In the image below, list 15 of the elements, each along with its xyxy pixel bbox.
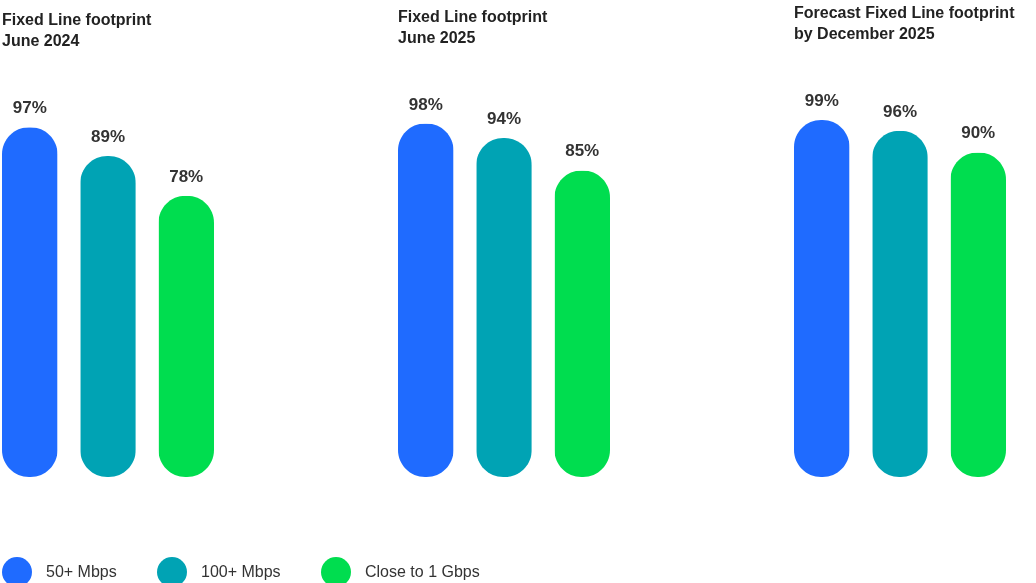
legend-label: 100+ Mbps — [201, 563, 281, 580]
data-label: 90% — [961, 123, 996, 143]
data-label: 78% — [169, 166, 204, 186]
data-label: 96% — [882, 101, 918, 121]
data-label: 94% — [486, 109, 522, 129]
legend-label: 50+ Mbps — [46, 563, 117, 580]
data-label: 97% — [12, 98, 47, 118]
chart-title: Fixed Line footprint June 2024 — [2, 11, 152, 50]
chart-title: Fixed Line footprint June 2025 — [398, 7, 548, 46]
data-label: 85% — [565, 141, 600, 161]
data-label: 99% — [804, 91, 839, 110]
data-label: 89% — [90, 127, 126, 147]
legend-label: Close to 1 Gbps — [365, 563, 480, 580]
data-label: 98% — [408, 94, 443, 114]
chart-title: Forecast Fixed Line footprint by December 2025 — [794, 4, 1016, 42]
